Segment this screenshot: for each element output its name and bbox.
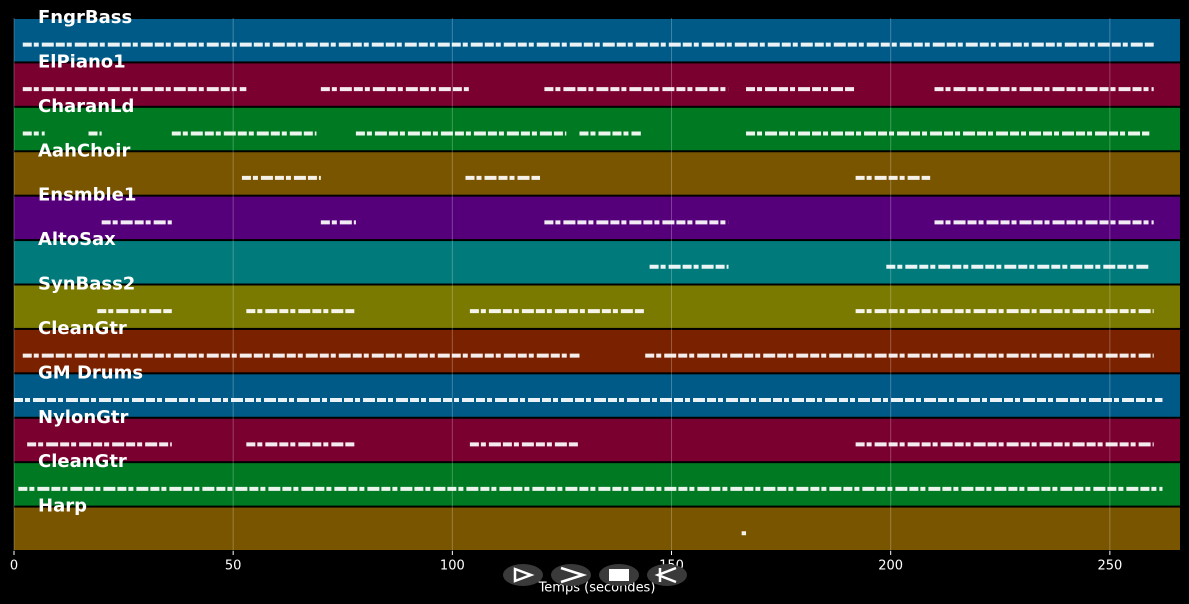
track-name: FngrBass bbox=[38, 7, 132, 28]
x-axis-label: Temps (secondes) bbox=[538, 581, 656, 596]
track-band bbox=[14, 152, 1180, 195]
track-name: NylonGtr bbox=[38, 407, 129, 428]
track-name: GM Drums bbox=[38, 362, 143, 383]
track-name: CleanGtr bbox=[38, 451, 127, 472]
playback-controls bbox=[503, 564, 687, 586]
play-button[interactable] bbox=[503, 564, 543, 586]
track-name: AahChoir bbox=[38, 140, 130, 161]
track-name: AltoSax bbox=[38, 229, 116, 250]
track-name: CharanLd bbox=[38, 96, 134, 117]
tracks bbox=[14, 19, 1180, 550]
labels: FngrBass ElPiano1 CharanLd AahChoir Ensmble1… bbox=[10, 7, 1122, 574]
track-band bbox=[14, 418, 1180, 462]
track-band bbox=[14, 19, 1180, 62]
track-band bbox=[14, 374, 1180, 417]
track-name: CleanGtr bbox=[38, 318, 127, 339]
track-name: ElPiano1 bbox=[38, 51, 126, 72]
track-name: Ensmble1 bbox=[38, 185, 136, 206]
track-name: Harp bbox=[38, 496, 87, 517]
track-band bbox=[14, 63, 1180, 106]
track-band bbox=[14, 285, 1180, 328]
x-tick-label: 0 bbox=[10, 559, 18, 574]
track-band bbox=[14, 196, 1180, 240]
notes bbox=[14, 42, 1163, 536]
x-tick-label: 50 bbox=[225, 559, 242, 574]
back-button[interactable] bbox=[647, 564, 687, 586]
track-band bbox=[14, 507, 1180, 550]
stop-button[interactable] bbox=[599, 564, 639, 586]
forward-button[interactable] bbox=[551, 564, 591, 586]
track-name: SynBass2 bbox=[38, 274, 135, 295]
x-tick-label: 250 bbox=[1097, 559, 1122, 574]
track-band bbox=[14, 329, 1180, 373]
track-band bbox=[14, 241, 1180, 284]
track-band bbox=[14, 107, 1180, 151]
x-tick-label: 200 bbox=[878, 559, 903, 574]
x-tick-label: 100 bbox=[440, 559, 465, 574]
track-band bbox=[14, 463, 1180, 506]
grid bbox=[13, 18, 1111, 555]
